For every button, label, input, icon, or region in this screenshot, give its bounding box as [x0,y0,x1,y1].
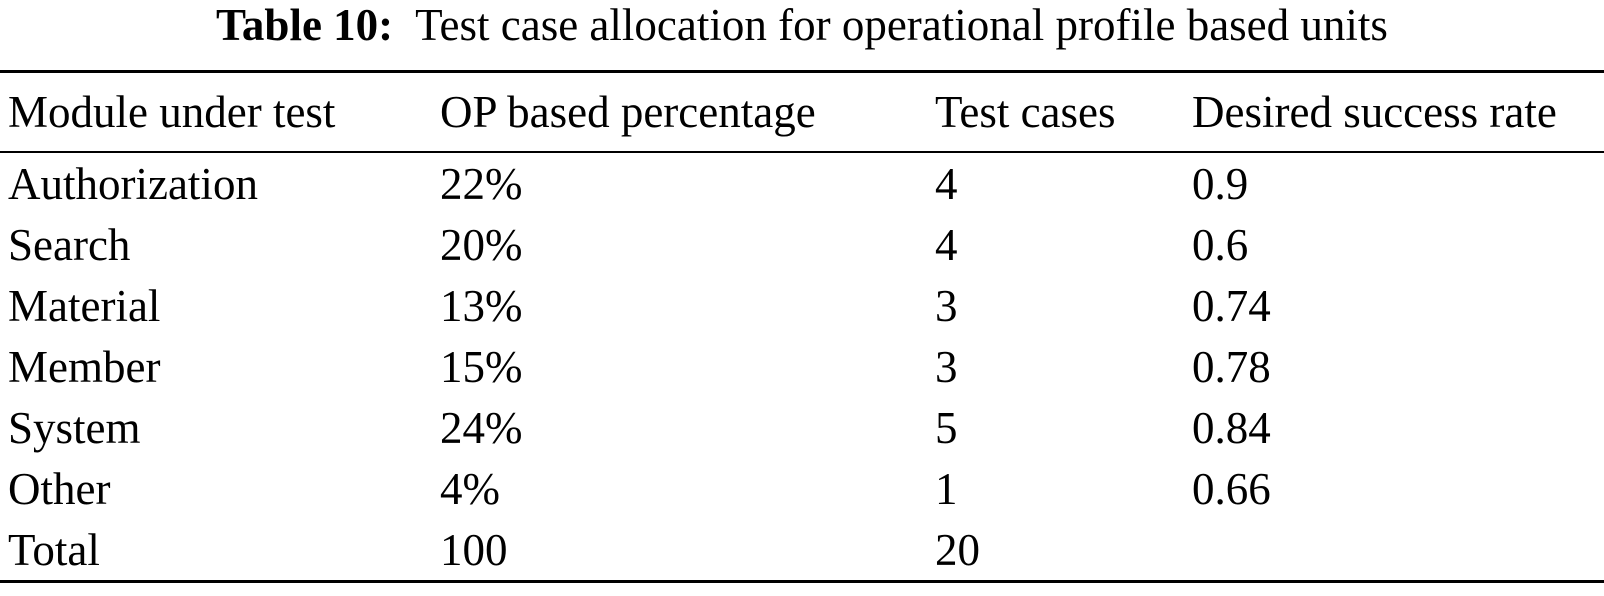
column-header-module: Module under test [0,71,440,153]
cell-module: Authorization [8,158,258,209]
cell-op-percentage: 22% [440,158,523,209]
table-row: Other 4% 1 0.66 [0,458,1604,519]
cell-success-rate: 0.66 [1192,463,1271,514]
cell-success-rate: 0.74 [1192,280,1271,331]
cell-success-rate [1192,519,1604,582]
table-row: Total 100 20 [0,519,1604,582]
cell-success-rate: 0.78 [1192,341,1271,392]
cell-op-percentage: 15% [440,341,523,392]
table-caption-text: Test case allocation for operational pro… [415,0,1388,50]
cell-op-percentage: 13% [440,280,523,331]
cell-op-percentage: 24% [440,402,523,453]
cell-op-percentage: 100 [440,524,508,575]
table-row: Search 20% 4 0.6 [0,214,1604,275]
cell-test-cases: 4 [935,158,958,209]
cell-test-cases: 3 [935,341,958,392]
table-row: System 24% 5 0.84 [0,397,1604,458]
column-header-op-percentage: OP based percentage [440,71,935,153]
table-caption: Table 10: Test case allocation for operat… [0,0,1604,50]
cell-module: Total [8,524,100,575]
test-case-allocation-table: Module under test OP based percentage Te… [0,70,1604,583]
column-header-test-cases: Test cases [935,71,1192,153]
cell-module: Material [8,280,161,331]
cell-test-cases: 20 [935,524,980,575]
cell-module: Member [8,341,161,392]
cell-module: System [8,402,141,453]
cell-module: Other [8,463,111,514]
table-caption-number: Table 10: [216,0,394,50]
cell-module: Search [8,219,131,270]
cell-test-cases: 3 [935,280,958,331]
cell-test-cases: 4 [935,219,958,270]
cell-success-rate: 0.9 [1192,158,1249,209]
cell-test-cases: 1 [935,463,958,514]
cell-test-cases: 5 [935,402,958,453]
table-row: Material 13% 3 0.74 [0,275,1604,336]
table-row: Member 15% 3 0.78 [0,336,1604,397]
cell-op-percentage: 20% [440,219,523,270]
cell-op-percentage: 4% [440,463,500,514]
column-header-success-rate: Desired success rate [1192,71,1604,153]
table-row: Authorization 22% 4 0.9 [0,152,1604,214]
cell-success-rate: 0.84 [1192,402,1271,453]
header-row: Module under test OP based percentage Te… [0,71,1604,153]
cell-success-rate: 0.6 [1192,219,1249,270]
